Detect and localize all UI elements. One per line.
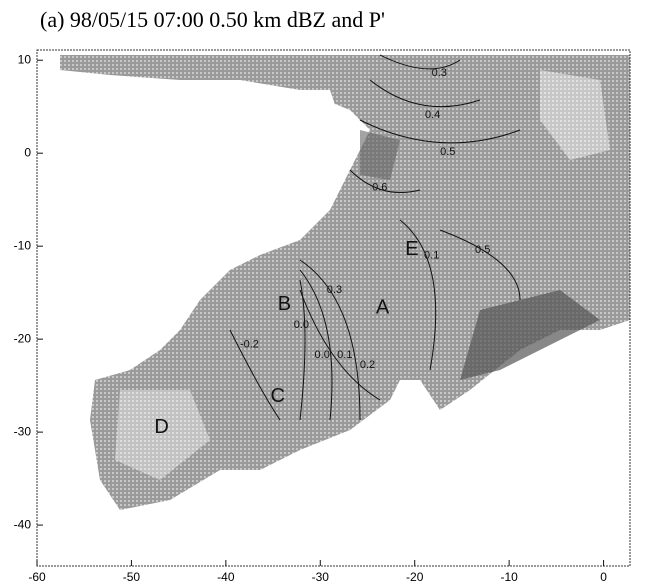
- annotation: E: [405, 238, 418, 260]
- y-tick-label: 10: [18, 52, 32, 66]
- annotation: A: [376, 297, 390, 319]
- annotation: B: [278, 293, 291, 315]
- contour-label: 0.2: [360, 359, 375, 371]
- contour-label: 0.5: [475, 244, 490, 256]
- x-tick-label: -40: [217, 570, 235, 584]
- chart-title: (a) 98/05/15 07:00 0.50 km dBZ and P': [40, 7, 385, 32]
- contour-label: 0.5: [440, 146, 455, 158]
- radar-echo: [60, 55, 630, 510]
- x-tick-label: -50: [123, 570, 141, 584]
- contour-label: 0.3: [327, 284, 342, 296]
- annotation: D: [154, 416, 168, 438]
- x-tick-label: 0: [600, 570, 607, 584]
- x-tick-label: -10: [500, 570, 518, 584]
- annotation: C: [271, 385, 285, 407]
- x-tick-label: -60: [28, 570, 46, 584]
- y-tick-label: 0: [24, 145, 31, 159]
- contour-label: -0.2: [240, 339, 259, 351]
- contours: [229, 54, 521, 421]
- plot-frame: [36, 49, 631, 567]
- contour-label: 0.4: [425, 109, 440, 121]
- y-tick-label: -40: [14, 517, 32, 531]
- contour-label: 0.0: [294, 319, 309, 331]
- contour-label: 0.0: [315, 349, 330, 361]
- contour-label: 0.1: [424, 249, 439, 261]
- y-tick-label: -20: [14, 331, 32, 345]
- contour-label: 0.6: [372, 182, 387, 194]
- contour-label: 0.3: [432, 67, 447, 79]
- y-tick-label: -30: [14, 424, 32, 438]
- x-tick-label: -20: [406, 570, 424, 584]
- x-tick-label: -30: [312, 570, 330, 584]
- y-tick-label: -10: [14, 238, 32, 252]
- contour-label: 0.1: [337, 349, 352, 361]
